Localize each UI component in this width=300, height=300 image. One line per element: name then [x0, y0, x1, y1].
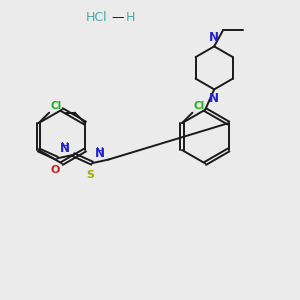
- Text: Cl: Cl: [194, 101, 205, 111]
- Text: HCl: HCl: [85, 11, 107, 24]
- Text: H: H: [96, 147, 104, 157]
- Text: N: N: [60, 142, 70, 155]
- Text: N: N: [95, 147, 105, 160]
- Text: Cl: Cl: [51, 101, 62, 111]
- Text: O: O: [51, 165, 60, 175]
- Text: N: N: [208, 92, 219, 105]
- Text: N: N: [208, 31, 219, 44]
- Text: H: H: [61, 142, 69, 152]
- Text: —: —: [112, 11, 124, 24]
- Text: H: H: [126, 11, 135, 24]
- Text: S: S: [87, 170, 94, 180]
